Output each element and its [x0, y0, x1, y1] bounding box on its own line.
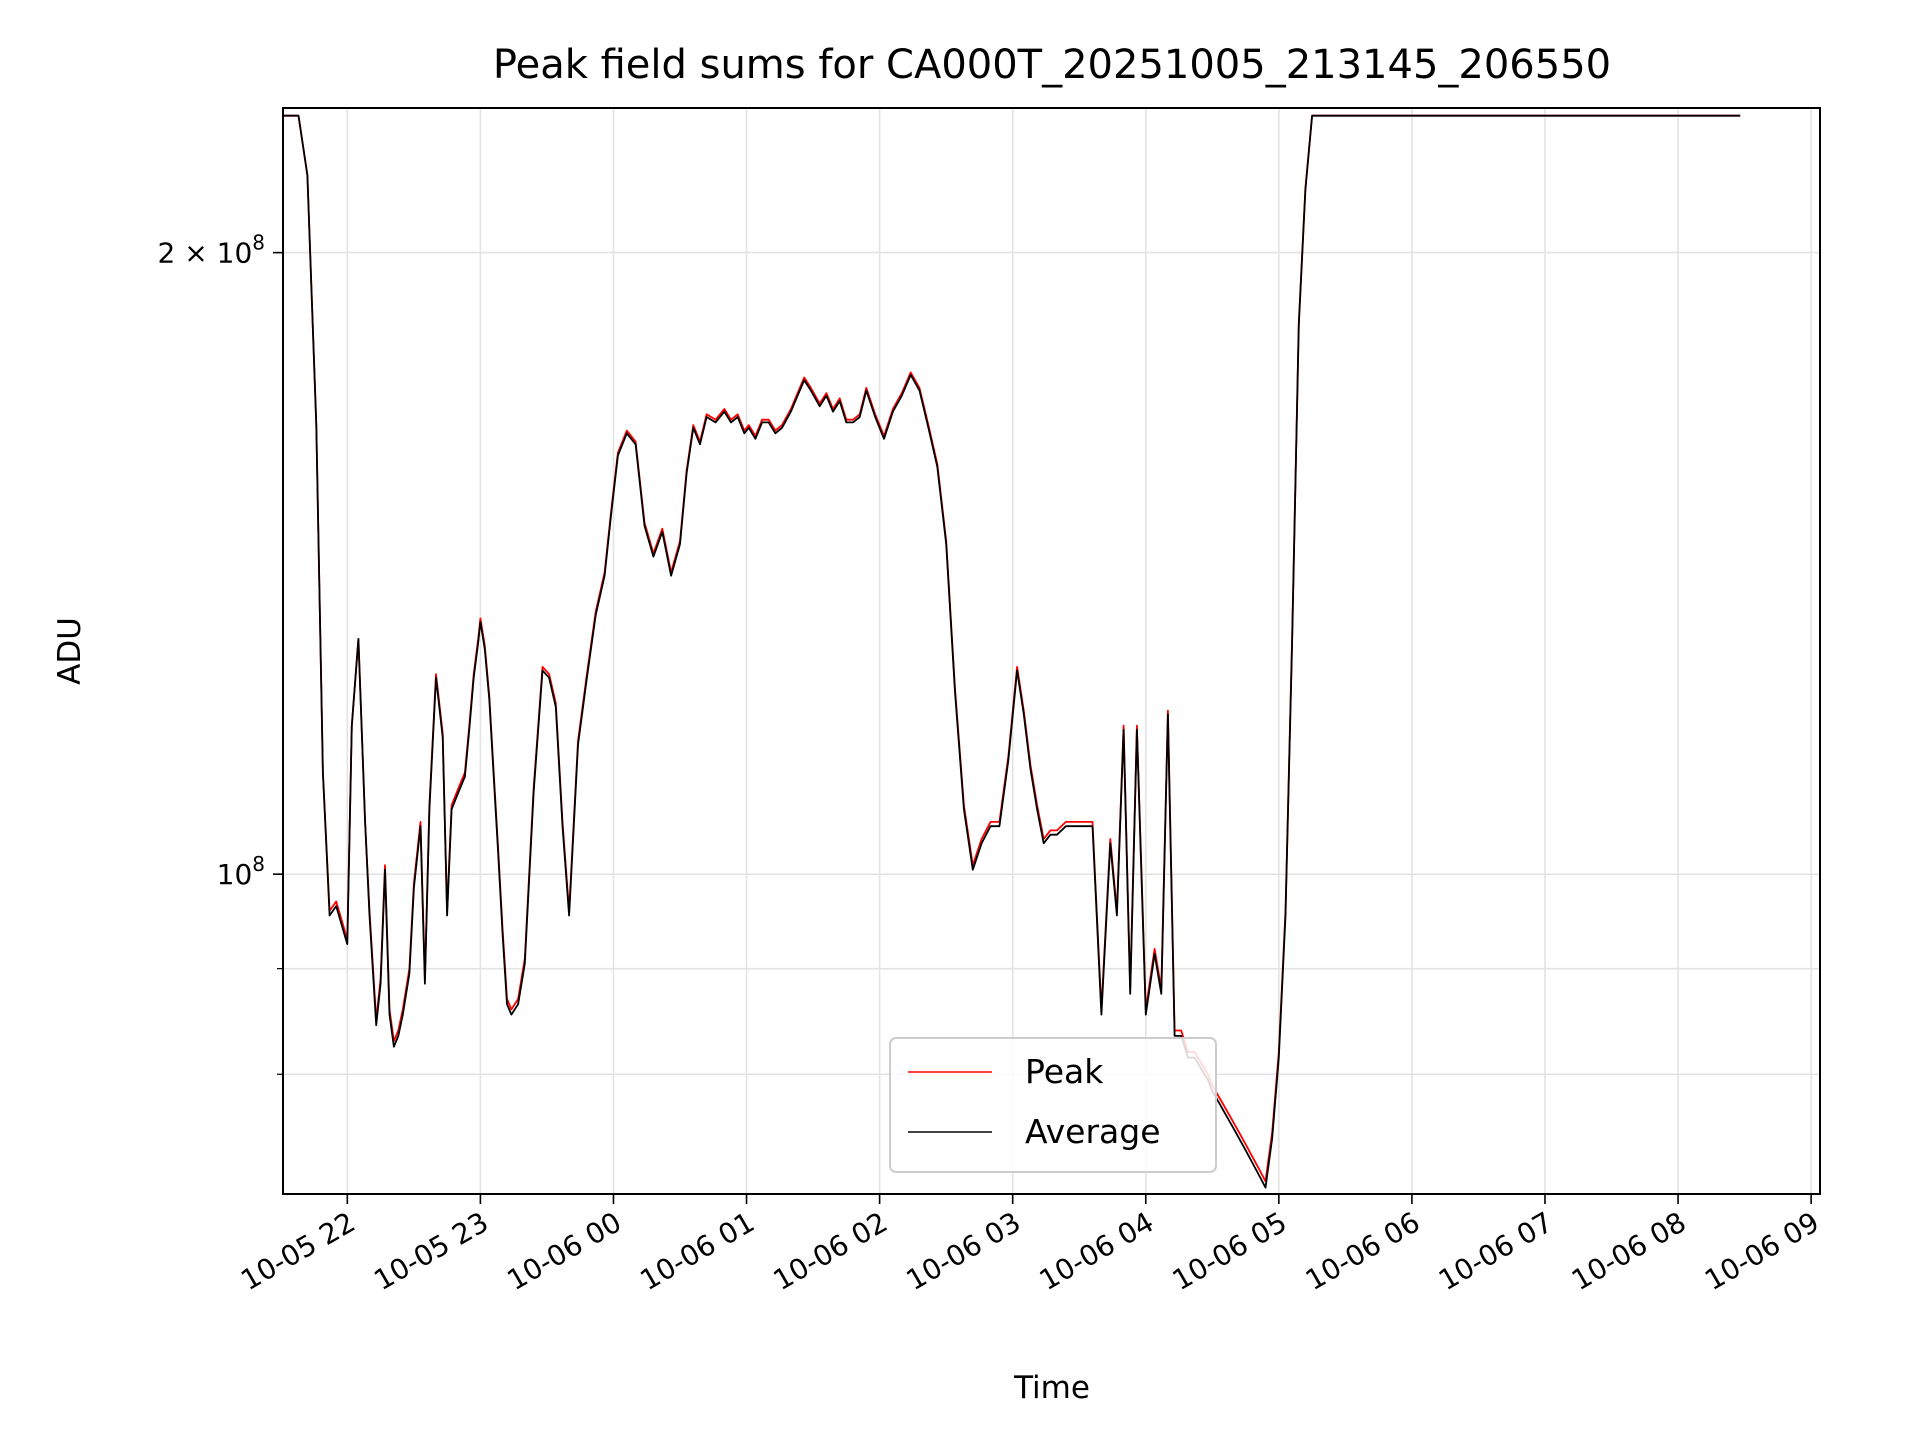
chart-title: Peak field sums for CA000T_20251005_2131…: [493, 42, 1611, 88]
x-axis-title: Time: [1013, 1370, 1090, 1406]
plot-frame: [282, 107, 1821, 1195]
legend-label-average: Average: [1025, 1112, 1161, 1151]
legend-label-peak: Peak: [1025, 1052, 1104, 1091]
y-tick-label: 2 × 108: [158, 231, 265, 270]
legend: Peak Average: [889, 1037, 1217, 1173]
y-axis-title: ADU: [52, 617, 88, 685]
plot-series: [283, 114, 1741, 1189]
series-line-average: [283, 114, 1741, 1189]
